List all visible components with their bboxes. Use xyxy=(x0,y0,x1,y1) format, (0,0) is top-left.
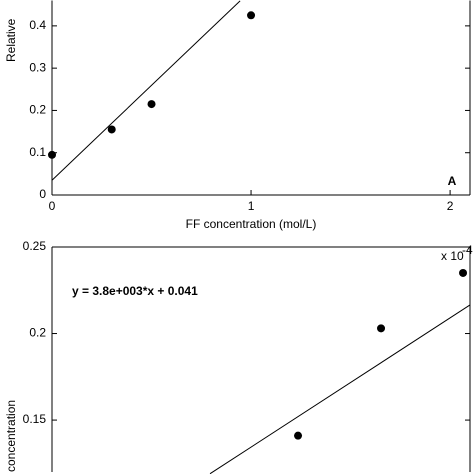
y-axis-label: concentration xyxy=(4,400,18,472)
x-axis-label: FF concentration (mol/L) xyxy=(186,217,317,231)
x-tick-label: 2 xyxy=(447,199,454,213)
y-axis-label: Relative xyxy=(4,18,18,62)
x-tick-label: 0 xyxy=(49,199,56,213)
y-tick-label: 0 xyxy=(39,187,46,201)
point xyxy=(147,100,156,109)
x-multiplier: x 10 xyxy=(441,249,464,263)
x-exponent: -4 xyxy=(462,243,473,257)
fit-line xyxy=(209,304,471,474)
panel-label: A xyxy=(448,174,457,188)
point xyxy=(107,125,116,134)
y-tick-label: 0.3 xyxy=(29,60,46,74)
point xyxy=(459,268,468,277)
y-tick-label: 0.1 xyxy=(29,145,46,159)
point xyxy=(247,11,256,20)
point xyxy=(377,324,386,333)
y-tick-label: 0.2 xyxy=(29,103,46,117)
y-tick-label: 0.2 xyxy=(29,326,46,340)
y-tick-label: 0.15 xyxy=(23,412,47,426)
equation: y = 3.8e+003*x + 0.041 xyxy=(72,284,198,298)
point xyxy=(294,431,303,440)
y-tick-label: 0.4 xyxy=(29,18,46,32)
x-tick-label: 1 xyxy=(248,199,255,213)
point xyxy=(48,150,56,159)
fit-line xyxy=(51,0,241,181)
y-tick-label: 0.25 xyxy=(23,239,47,253)
